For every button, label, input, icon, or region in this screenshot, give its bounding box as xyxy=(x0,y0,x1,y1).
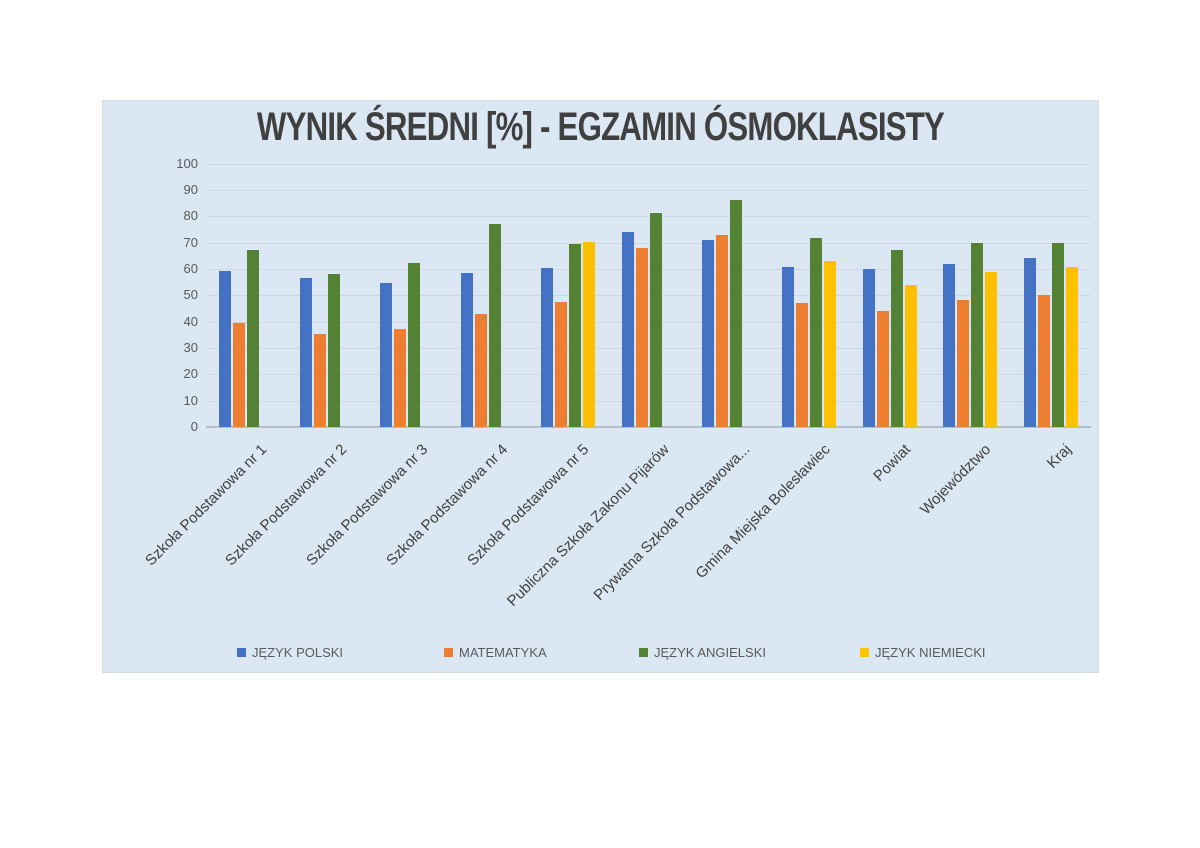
bar-matematyka xyxy=(313,334,326,427)
bar-matematyka xyxy=(876,310,889,427)
legend-swatch-icon xyxy=(444,648,453,657)
bar-j-zyk-angielski xyxy=(890,250,903,427)
bar-j-zyk-niemiecki xyxy=(904,284,917,427)
bar-matematyka xyxy=(715,234,728,427)
gridline xyxy=(206,295,1091,297)
legend-label: JĘZYK ANGIELSKI xyxy=(654,645,766,660)
legend-label: JĘZYK POLSKI xyxy=(252,645,344,660)
y-axis-tick-label: 30 xyxy=(183,339,198,355)
bar-j-zyk-angielski xyxy=(488,224,501,427)
bar-j-zyk-polski xyxy=(943,263,956,427)
gridline xyxy=(206,242,1091,244)
bar-j-zyk-polski xyxy=(380,282,393,427)
bar-j-zyk-polski xyxy=(541,267,554,427)
chart-panel: WYNIK ŚREDNI [%] - EGZAMIN ÓSMOKLASISTY … xyxy=(102,100,1099,673)
bar-matematyka xyxy=(394,329,407,427)
bar-j-zyk-angielski xyxy=(971,243,984,427)
gridline xyxy=(206,374,1091,376)
bar-j-zyk-niemiecki xyxy=(985,271,998,427)
bar-j-zyk-angielski xyxy=(569,244,582,427)
bar-matematyka xyxy=(957,300,970,427)
y-axis-tick-label: 10 xyxy=(183,392,198,408)
legend-item-matematyka: MATEMATYKA xyxy=(444,645,547,660)
y-axis-tick-label: 80 xyxy=(183,208,198,224)
x-axis-category-label: Kraj xyxy=(1043,441,1075,472)
bar-j-zyk-angielski xyxy=(729,199,742,427)
gridline xyxy=(206,216,1091,218)
bar-j-zyk-angielski xyxy=(1051,242,1064,427)
legend-swatch-icon xyxy=(639,648,648,657)
y-axis-tick-label: 50 xyxy=(183,287,198,303)
bar-matematyka xyxy=(233,323,246,427)
gridline xyxy=(206,347,1091,349)
gridline xyxy=(206,189,1091,191)
bar-j-zyk-polski xyxy=(219,270,232,427)
legend-label: MATEMATYKA xyxy=(459,645,547,660)
bar-j-zyk-polski xyxy=(701,239,714,427)
x-axis-category-label: Powiat xyxy=(870,441,914,485)
y-axis-tick-label: 90 xyxy=(183,181,198,197)
bar-j-zyk-angielski xyxy=(408,262,421,427)
bar-j-zyk-polski xyxy=(1023,258,1036,427)
bar-j-zyk-niemiecki xyxy=(1065,266,1078,427)
y-axis-tick-label: 70 xyxy=(183,234,198,250)
bar-matematyka xyxy=(474,313,487,427)
x-axis-category-label: Prywatna Szkoła Podstawowa... xyxy=(590,441,753,604)
x-axis-category-label: Publiczna Szkoła Zakonu Pijarów xyxy=(503,441,673,610)
bar-j-zyk-angielski xyxy=(247,249,260,427)
bar-j-zyk-niemiecki xyxy=(583,242,596,427)
x-axis-line xyxy=(206,426,1091,428)
gridline xyxy=(206,400,1091,402)
chart-title: WYNIK ŚREDNI [%] - EGZAMIN ÓSMOKLASISTY xyxy=(256,105,945,149)
y-axis-tick-label: 40 xyxy=(183,313,198,329)
bar-j-zyk-niemiecki xyxy=(824,260,837,427)
y-axis-tick-label: 100 xyxy=(176,155,198,171)
y-axis-tick-label: 60 xyxy=(183,260,198,276)
bar-matematyka xyxy=(796,302,809,427)
bar-j-zyk-angielski xyxy=(327,273,340,427)
y-axis-tick-label: 20 xyxy=(183,366,198,382)
bar-j-zyk-polski xyxy=(460,272,473,427)
y-axis-tick-label: 0 xyxy=(190,419,198,434)
legend-swatch-icon xyxy=(237,648,246,657)
bar-matematyka xyxy=(635,248,648,427)
legend-item-j-zyk-niemiecki: JĘZYK NIEMIECKI xyxy=(860,645,986,660)
gridline xyxy=(206,268,1091,270)
legend-item-j-zyk-polski: JĘZYK POLSKI xyxy=(237,645,343,660)
bar-j-zyk-polski xyxy=(782,266,795,427)
legend-item-j-zyk-angielski: JĘZYK ANGIELSKI xyxy=(639,645,766,660)
bar-j-zyk-angielski xyxy=(810,237,823,427)
bar-matematyka xyxy=(1037,294,1050,427)
bar-matematyka xyxy=(555,302,568,427)
x-axis-category-label: Gmina Miejska Bolesławiec xyxy=(692,441,834,583)
bar-j-zyk-polski xyxy=(621,232,634,427)
bar-j-zyk-angielski xyxy=(649,213,662,427)
legend-label: JĘZYK NIEMIECKI xyxy=(875,645,986,660)
legend-swatch-icon xyxy=(860,648,869,657)
gridline xyxy=(206,163,1091,165)
bar-j-zyk-polski xyxy=(862,268,875,427)
bar-j-zyk-polski xyxy=(299,278,312,427)
x-axis-category-label: Województwo xyxy=(917,441,995,519)
gridline xyxy=(206,321,1091,323)
